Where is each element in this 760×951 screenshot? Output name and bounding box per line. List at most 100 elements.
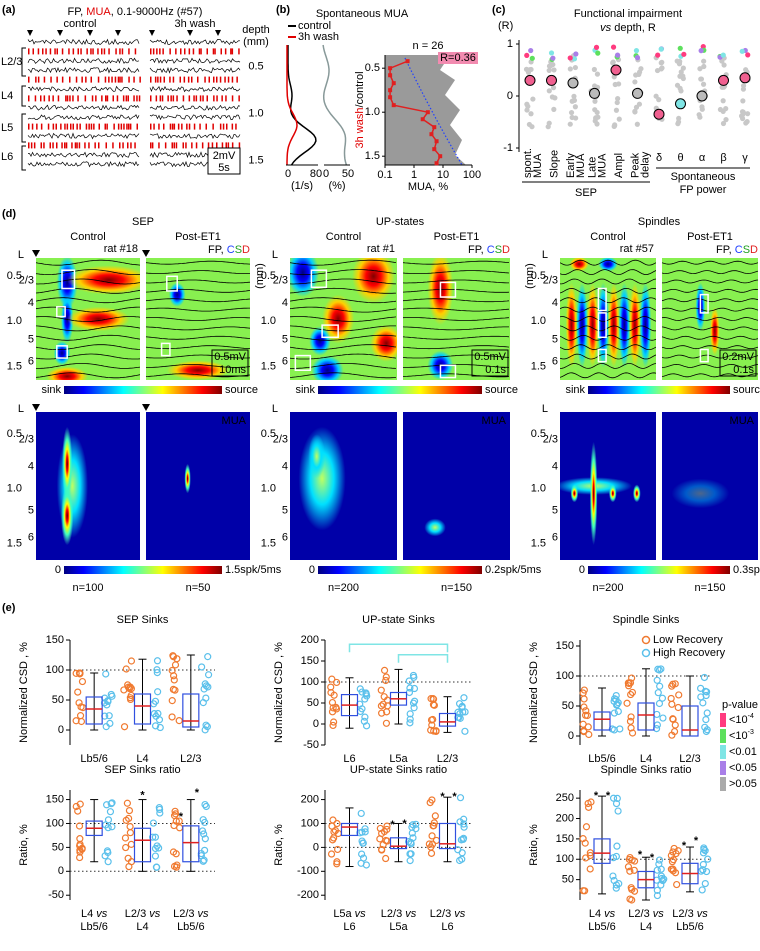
- sample-dot: [593, 44, 600, 50]
- mua-tick: [30, 142, 33, 149]
- fp-trace: [662, 345, 758, 350]
- subtitle-part: vs: [600, 22, 612, 34]
- rate-curve: [286, 45, 298, 165]
- significance-star: *: [594, 790, 599, 802]
- depth-tick: 1.0: [531, 315, 546, 327]
- sample-dot: [551, 106, 557, 112]
- mua-tick: [61, 76, 64, 83]
- fp-trace: [662, 298, 758, 303]
- sample-dot: [104, 858, 112, 866]
- heatmap-blob: [569, 258, 589, 272]
- sample-dot: [633, 72, 639, 78]
- unit-label: (mm): [254, 263, 266, 289]
- layer-label: 4: [28, 461, 34, 473]
- fp-trace: [290, 278, 397, 285]
- fp-trace: [146, 364, 250, 368]
- mua-tick: [133, 76, 135, 83]
- sample-dot: [383, 825, 391, 834]
- stim-marker: [115, 30, 121, 36]
- n-label: n=50: [186, 582, 211, 594]
- sample-dot: [624, 863, 633, 871]
- sample-dot: [669, 680, 677, 688]
- category-label: L4: [640, 753, 652, 765]
- fp-trace: [403, 326, 509, 331]
- heatmap-blob: [608, 282, 620, 368]
- roi-box: [160, 342, 171, 357]
- legend-marker: [641, 635, 651, 645]
- fp-trace: [36, 287, 140, 294]
- sample-dot: [582, 854, 590, 862]
- mua-tick: [97, 48, 99, 55]
- heatmap-blob: [184, 463, 191, 494]
- category-label: L4: [136, 753, 148, 765]
- sample-dot: [428, 840, 437, 848]
- mua-tick: [84, 142, 86, 149]
- sample-dot: [609, 872, 617, 880]
- label-part: L2/3: [628, 908, 649, 920]
- sample-dot: [528, 47, 534, 54]
- sample-dot: [428, 832, 436, 840]
- label-part: D: [242, 244, 250, 256]
- sample-dot: [460, 815, 468, 823]
- heatmap-blob: [710, 306, 720, 356]
- sample-dot: [703, 726, 711, 734]
- depth-label: (mm): [243, 36, 269, 48]
- sample-dot: [199, 699, 207, 707]
- sample-dot: [75, 699, 83, 707]
- mua-tick: [88, 123, 90, 130]
- mua-tick: [69, 76, 71, 83]
- mua-tick: [205, 123, 207, 130]
- column-title: Spindles: [638, 216, 681, 228]
- range-area: [385, 55, 466, 165]
- category-label: Lb5/6: [588, 921, 616, 933]
- sample-dot: [200, 830, 208, 838]
- category-label: α: [699, 152, 706, 164]
- sample-dot: [170, 676, 178, 684]
- mua-tick: [101, 48, 103, 55]
- mua-tick: [221, 95, 223, 102]
- sample-dot: [410, 684, 419, 693]
- sample-dot: [674, 703, 682, 712]
- layer-label: 5: [28, 505, 34, 517]
- category-label: Slope: [548, 150, 560, 178]
- heatmap-blob: [166, 360, 230, 380]
- sample-dot: [655, 699, 664, 708]
- heatmap-blob: [370, 325, 397, 362]
- condition-label: Post-ET1: [434, 231, 480, 243]
- sample-dot: [383, 702, 392, 710]
- mua-tick: [129, 123, 132, 130]
- sample-dot: [594, 109, 600, 116]
- scale-label: 10ms: [219, 364, 246, 376]
- sample-dot: [572, 104, 578, 110]
- mua-tick: [66, 95, 69, 102]
- fp-trace: [146, 354, 250, 359]
- group-label: FP power: [680, 184, 727, 196]
- colorbar: [64, 566, 222, 574]
- sample-dot: [382, 676, 390, 685]
- heatmap-blob: [576, 282, 588, 368]
- sample-dot: [699, 699, 707, 707]
- mua-tick: [172, 76, 175, 83]
- depth-tick: 1.5: [531, 360, 546, 372]
- significance-star: *: [650, 852, 655, 864]
- mua-tick: [111, 76, 113, 83]
- sample-dot: [530, 96, 536, 102]
- sample-dot: [659, 714, 667, 722]
- box: [182, 693, 200, 728]
- sample-dot: [745, 52, 751, 58]
- sample-dot: [657, 881, 665, 889]
- sample-dot: [204, 671, 213, 679]
- mua-tick: [52, 123, 55, 130]
- heatmap-blob: [598, 258, 618, 272]
- fp-trace: [146, 307, 250, 312]
- category-label: L4 vs: [589, 908, 616, 920]
- fp-csd-label: FP, CSD: [716, 244, 758, 256]
- sample-dot: [670, 844, 678, 853]
- depth-tick: 1.0: [7, 315, 22, 327]
- mua-tick: [127, 142, 129, 149]
- sample-dot: [406, 684, 414, 692]
- mua-tick: [121, 76, 123, 83]
- fp-trace: [290, 353, 397, 360]
- mua-tick: [28, 48, 30, 55]
- sample-dot: [333, 860, 341, 868]
